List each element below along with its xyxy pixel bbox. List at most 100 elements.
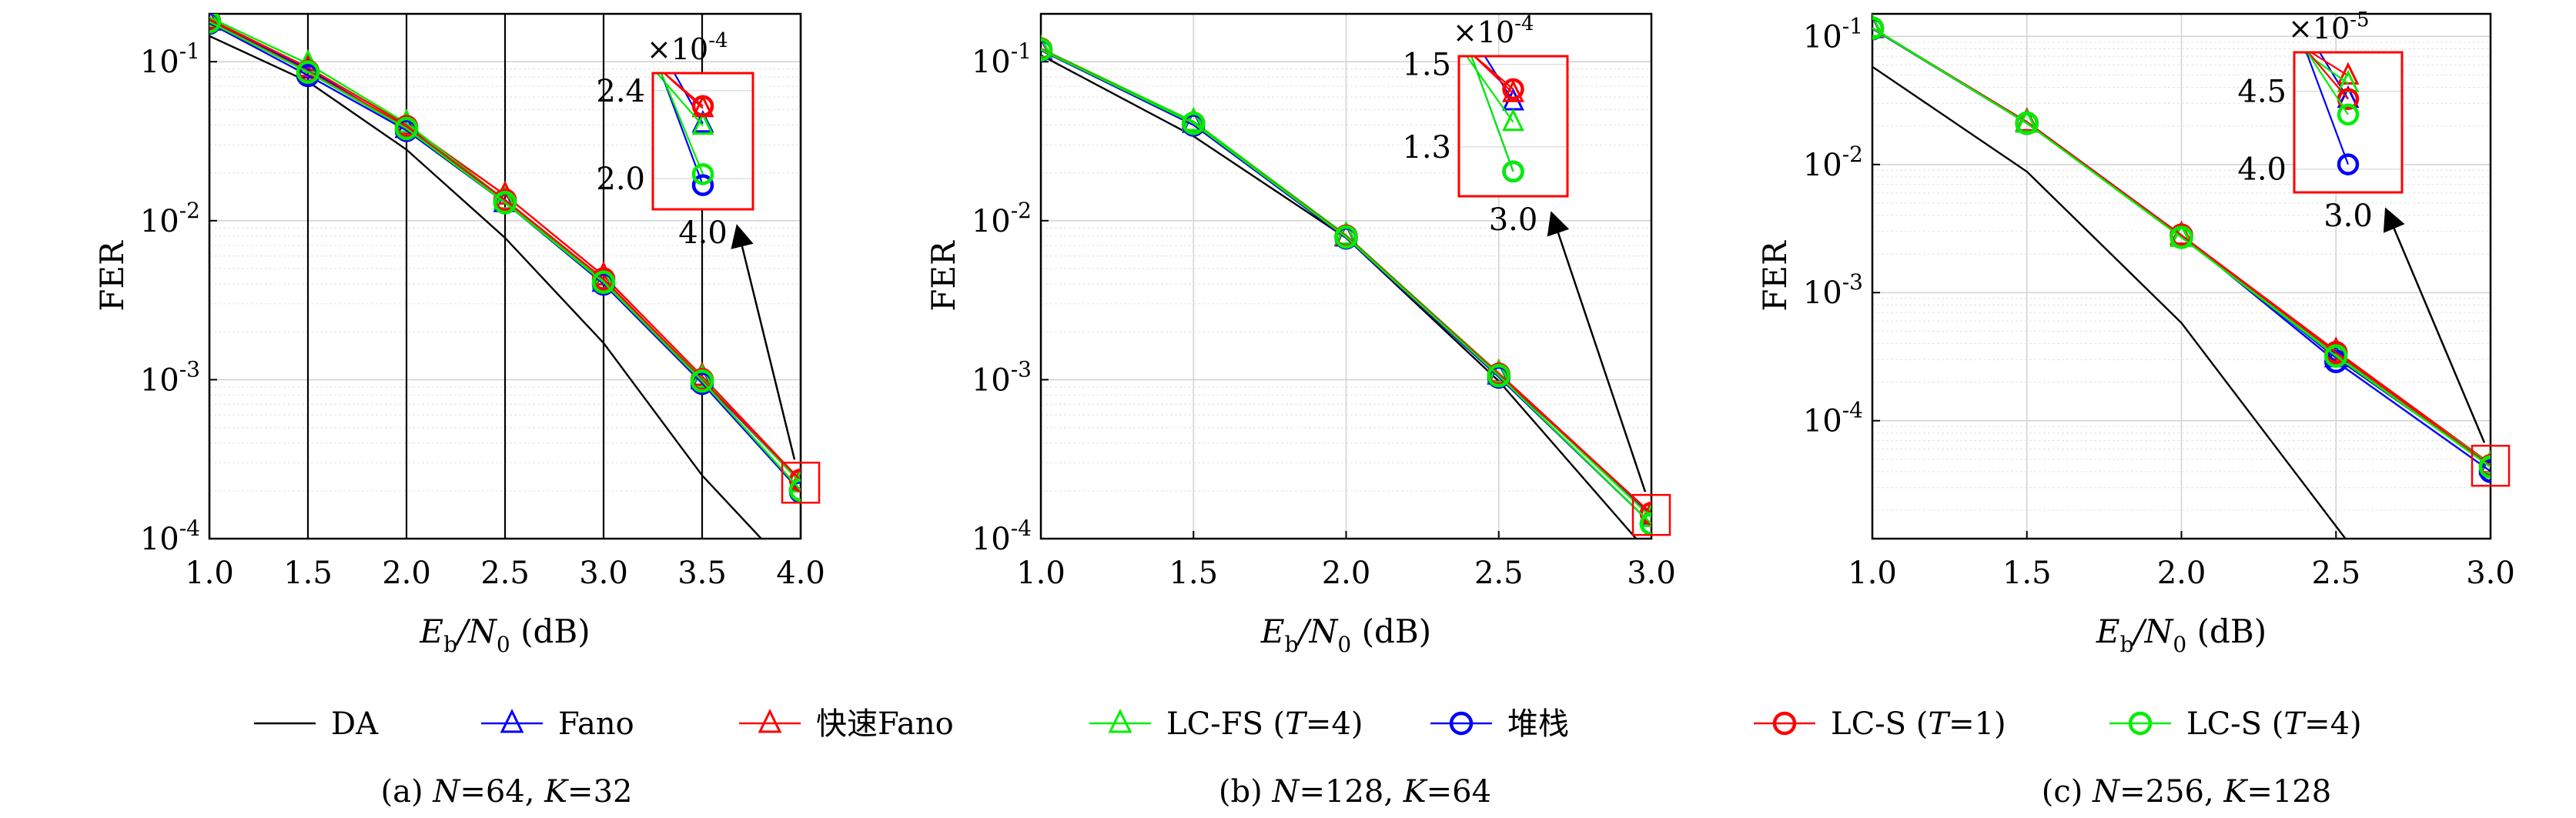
data-point xyxy=(394,116,419,141)
inset-data-point xyxy=(1502,79,1524,102)
inset-y-tick-label: 4.5 xyxy=(2237,75,2287,110)
legend-label: LC-S (T=1) xyxy=(1831,706,2006,742)
legend-label: 快速Fano xyxy=(816,706,954,742)
legend-swatch-marker xyxy=(1108,708,1132,733)
inset: 2.4 2.0 4.0 ×10-4 xyxy=(596,29,754,251)
inset-x-tick-label: 4.0 xyxy=(678,215,728,251)
series-line xyxy=(1872,27,2491,468)
inset-series-line xyxy=(660,73,704,175)
y-tick-label: 10-3 xyxy=(1803,269,1863,311)
series-group xyxy=(209,14,801,539)
inset-data-point xyxy=(691,174,714,196)
series-line xyxy=(1041,48,1651,525)
x-tick-label: 3.5 xyxy=(677,556,727,591)
inset-series xyxy=(653,73,753,196)
x-axis-label: Eb/N0 (dB) xyxy=(2096,613,2267,657)
inset-frame xyxy=(1457,55,1569,198)
inset-y-tick-label: 4.0 xyxy=(2237,152,2287,188)
legend-entry: 快速Fano xyxy=(739,706,954,742)
data-point xyxy=(493,191,517,215)
zoom-box xyxy=(2471,445,2511,487)
y-tick-label: 10-2 xyxy=(140,198,200,239)
legend-entry: DA xyxy=(254,706,379,742)
x-tick-label: 3.0 xyxy=(1627,556,1676,591)
legend-label: 堆栈 xyxy=(1507,706,1569,742)
subplot-caption: (a) N=64, K=32 xyxy=(381,774,633,810)
data-point xyxy=(2324,344,2348,368)
legend-entry: LC-S (T=4) xyxy=(2109,706,2362,742)
inset-y-tick-label: 2.0 xyxy=(596,162,645,197)
data-point xyxy=(690,369,714,393)
x-tick-label: 2.0 xyxy=(2157,556,2206,591)
inset-data-point xyxy=(1502,78,1524,101)
inset-series xyxy=(1459,56,1567,183)
inset-series-line xyxy=(1470,56,1514,172)
y-axis-label: FER xyxy=(925,240,962,312)
x-tick-label: 1.5 xyxy=(1169,556,1218,591)
zoom-arrow xyxy=(731,224,796,460)
data-point xyxy=(2170,225,2193,249)
inset-data-point xyxy=(691,95,714,118)
inset-y-tick-label: 2.4 xyxy=(596,74,645,109)
y-tick-label: 10-4 xyxy=(972,516,1032,557)
zoom-arrow xyxy=(2383,207,2486,443)
inset-x-tick-label: 3.0 xyxy=(2323,199,2373,234)
inset-series-line xyxy=(655,73,704,127)
data-point xyxy=(2478,455,2491,479)
inset-data-point xyxy=(2337,103,2360,126)
x-tick-label: 1.0 xyxy=(1016,556,1066,591)
y-tick-label: 10-2 xyxy=(1803,142,1863,183)
inset-y-tick-label: 1.3 xyxy=(1402,130,1451,165)
data-point xyxy=(788,478,801,502)
x-tick-label: 1.5 xyxy=(2002,556,2052,591)
legend-swatch-marker xyxy=(2128,711,2153,736)
chart-panel-1: 1.0 1.5 2.0 2.5 3.0 3.5 4.0 10-1 10-2 10-3 10-4 FER… xyxy=(93,12,825,810)
y-tick-label: 10-2 xyxy=(972,198,1032,239)
x-tick-label: 1.0 xyxy=(1848,556,1897,591)
data-point xyxy=(1872,16,1885,40)
x-axis-label: Eb/N0 (dB) xyxy=(1260,613,1431,657)
y-tick-label: 10-4 xyxy=(1803,398,1863,439)
inset-background xyxy=(653,73,753,209)
data-point xyxy=(1334,225,1358,249)
data-point xyxy=(2015,111,2039,135)
inset-series-line xyxy=(2305,52,2350,165)
legend-entry: LC-FS (T=4) xyxy=(1089,706,1363,742)
y-tick-label: 10-1 xyxy=(972,38,1032,80)
inset-series-line xyxy=(2307,52,2349,100)
series-line xyxy=(209,18,801,482)
x-tick-label: 1.5 xyxy=(283,556,333,591)
data-point xyxy=(1639,512,1651,536)
inset-background xyxy=(1459,56,1567,196)
data-point xyxy=(591,270,616,295)
inset-y-tick-label: 1.5 xyxy=(1402,48,1451,83)
x-tick-label: 1.0 xyxy=(185,556,234,591)
data-point xyxy=(1041,38,1053,62)
y-tick-label: 10-1 xyxy=(1803,13,1863,55)
y-tick-label: 10-3 xyxy=(972,356,1032,398)
x-tick-label: 2.5 xyxy=(2311,556,2360,591)
inset-series xyxy=(2294,52,2402,175)
data-point xyxy=(1181,107,1206,132)
x-tick-label: 3.0 xyxy=(2466,556,2515,591)
data-point xyxy=(1872,14,1885,38)
y-axis-label: FER xyxy=(93,240,131,312)
legend-label: Fano xyxy=(558,706,634,742)
y-tick-label: 10-4 xyxy=(140,516,200,557)
data-point xyxy=(209,14,222,34)
grid xyxy=(208,13,802,539)
x-tick-label: 2.0 xyxy=(382,556,431,591)
legend-swatch-marker xyxy=(1449,711,1474,736)
legend-swatch-marker xyxy=(500,708,524,733)
series-group xyxy=(1041,34,1651,539)
legend-entry: 堆栈 xyxy=(1430,706,1569,742)
legend-label: DA xyxy=(331,706,379,742)
inset: 4.5 4.0 3.0 ×10-5 xyxy=(2237,8,2404,234)
x-tick-label: 2.5 xyxy=(1474,556,1524,591)
x-tick-label: 2.5 xyxy=(480,556,530,591)
zoom-box xyxy=(1631,493,1671,536)
chart-panel-3: 1.0 1.5 2.0 2.5 3.0 10-1 10-2 10-3 10-4 FER Eb/N0 … xyxy=(1756,8,2515,810)
legend-entry: LC-S (T=1) xyxy=(1754,706,2006,742)
data-point xyxy=(1182,111,1206,135)
legend-swatch-marker xyxy=(758,708,782,733)
